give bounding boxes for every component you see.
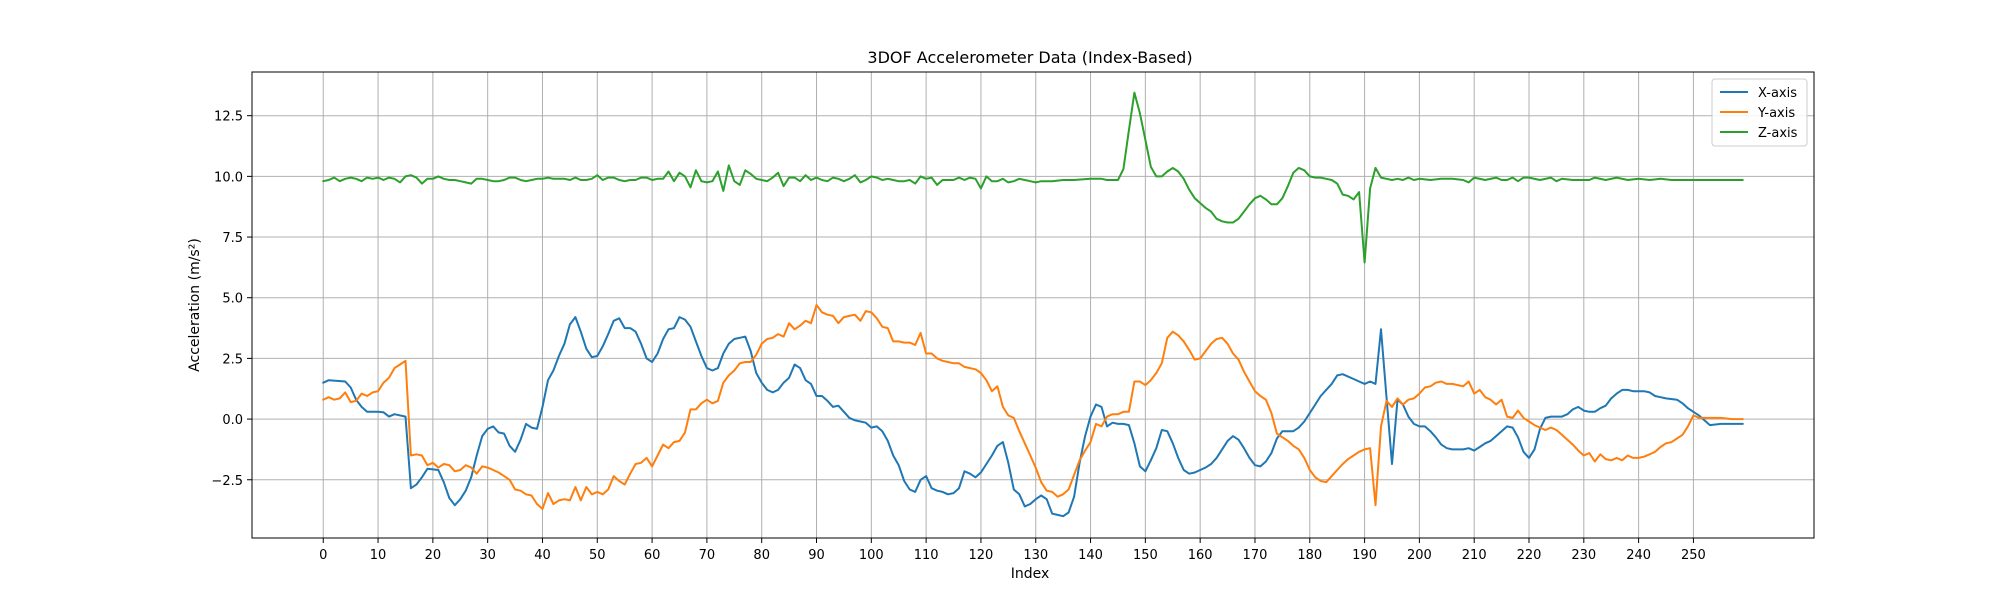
x-tick-label: 10 <box>370 548 387 563</box>
y-axis-ticks: −2.5 0.0 2.5 5.0 7.5 10.0 12.5 <box>211 110 252 489</box>
series-line-z-axis <box>322 91 1744 264</box>
x-tick-label: 80 <box>753 548 770 563</box>
x-tick-label: 250 <box>1681 548 1706 563</box>
series-layer <box>322 91 1744 518</box>
x-tick-label: 170 <box>1243 548 1268 563</box>
x-tick-label: 130 <box>1023 548 1048 563</box>
x-tick-label: 220 <box>1517 548 1542 563</box>
x-tick-label: 20 <box>425 548 442 563</box>
y-tick-label: 12.5 <box>214 110 243 125</box>
x-tick-label: 90 <box>808 548 825 563</box>
y-tick-label: 10.0 <box>214 170 243 185</box>
legend: X-axis Y-axis Z-axis <box>1711 78 1808 147</box>
chart-title: 3DOF Accelerometer Data (Index-Based) <box>867 48 1192 67</box>
y-tick-label: −2.5 <box>211 474 243 489</box>
x-tick-label: 40 <box>534 548 551 563</box>
x-tick-label: 180 <box>1297 548 1322 563</box>
x-tick-label: 70 <box>699 548 716 563</box>
x-axis-ticks: 0 10 20 30 40 50 60 70 80 90 100 110 120 130 140 150 160… <box>319 538 1706 563</box>
y-tick-label: 0.0 <box>222 413 243 428</box>
y-tick-label: 7.5 <box>222 231 243 246</box>
x-tick-label: 50 <box>589 548 606 563</box>
x-tick-label: 150 <box>1133 548 1158 563</box>
y-tick-label: 2.5 <box>222 352 243 367</box>
x-tick-label: 140 <box>1078 548 1103 563</box>
x-tick-label: 60 <box>644 548 661 563</box>
x-tick-label: 230 <box>1571 548 1596 563</box>
x-axis-title: Index <box>1011 566 1050 582</box>
x-tick-label: 190 <box>1352 548 1377 563</box>
legend-label-x-axis: X-axis <box>1758 86 1797 101</box>
y-axis-title: Acceleration (m/s²) <box>187 238 203 372</box>
x-tick-label: 110 <box>914 548 939 563</box>
legend-box <box>1711 78 1808 147</box>
plot-frame <box>251 71 1815 539</box>
legend-label-z-axis: Z-axis <box>1758 126 1798 141</box>
x-tick-label: 240 <box>1626 548 1651 563</box>
series-line-y-axis <box>322 304 1744 510</box>
x-tick-label: 120 <box>969 548 994 563</box>
x-tick-label: 100 <box>859 548 884 563</box>
x-tick-label: 0 <box>319 548 327 563</box>
x-tick-label: 200 <box>1407 548 1432 563</box>
grid-lines <box>252 72 1814 538</box>
x-tick-label: 160 <box>1188 548 1213 563</box>
series-line-x-axis <box>322 316 1744 518</box>
x-tick-label: 30 <box>479 548 496 563</box>
y-tick-label: 5.0 <box>222 292 243 307</box>
legend-label-y-axis: Y-axis <box>1757 106 1795 121</box>
x-tick-label: 210 <box>1462 548 1487 563</box>
